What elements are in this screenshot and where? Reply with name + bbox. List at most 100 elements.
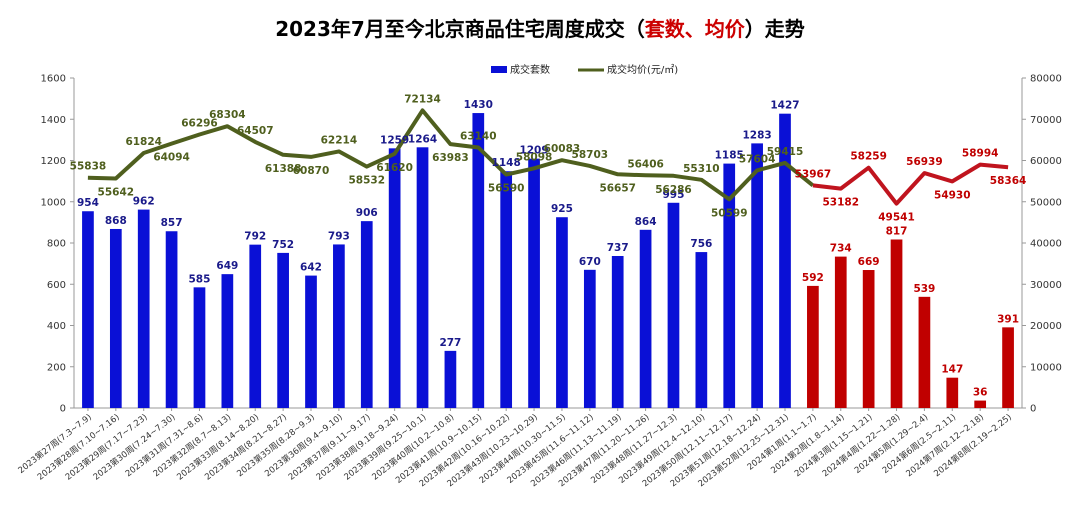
bar-data-label: 868 — [105, 215, 127, 227]
bar-data-label: 1427 — [770, 100, 799, 112]
bar-data-label: 1148 — [492, 157, 521, 169]
price-data-label: 66296 — [181, 118, 218, 130]
y-left-tick-label: 400 — [47, 321, 66, 332]
bar-data-label: 592 — [802, 272, 824, 284]
bar-data-label: 793 — [328, 230, 350, 242]
price-data-label: 55310 — [683, 163, 720, 175]
price-data-label: 56939 — [906, 156, 943, 168]
y-right-tick-label: 60000 — [1030, 156, 1062, 167]
data-labels: 954 868 962 857 585 649 792 752 642 793 906 1259126… — [70, 93, 1027, 398]
bar — [528, 158, 540, 408]
y-left-tick-label: 200 — [47, 362, 66, 373]
bar-data-label: 864 — [635, 216, 657, 228]
price-data-label: 56406 — [627, 158, 664, 170]
bar-data-label: 792 — [244, 231, 266, 243]
bar-data-label: 1185 — [715, 150, 744, 162]
price-data-label: 55642 — [98, 186, 135, 198]
axes: 0 200 400 600 800 1000 1200 1400 1600 0 10000 20000… — [16, 74, 1062, 490]
legend: 成交套数 成交均价(元/㎡) — [491, 63, 678, 76]
bar — [221, 274, 234, 408]
price-data-label: 64094 — [153, 152, 190, 164]
bar — [862, 270, 875, 408]
bar-data-label: 391 — [997, 313, 1019, 325]
price-data-label: 58364 — [990, 175, 1027, 187]
price-data-label: 54930 — [934, 189, 971, 201]
legend-bar-swatch — [491, 66, 507, 73]
bar-data-label: 737 — [607, 242, 629, 254]
y-right-tick-label: 50000 — [1030, 197, 1062, 208]
bar-data-label: 906 — [356, 207, 378, 219]
legend-bar-label: 成交套数 — [510, 63, 550, 76]
y-right-tick-label: 0 — [1030, 404, 1036, 415]
bar — [137, 209, 150, 408]
bar — [639, 229, 652, 408]
y-left-tick-label: 1000 — [41, 197, 66, 208]
price-data-label: 61824 — [125, 136, 162, 148]
bar — [1002, 327, 1014, 408]
y-right-tick-label: 70000 — [1030, 115, 1062, 126]
y-left-tick-label: 1200 — [41, 156, 66, 167]
bar — [82, 211, 94, 408]
price-data-label: 57604 — [739, 153, 776, 165]
bar — [277, 252, 289, 408]
bar-data-label: 642 — [300, 262, 322, 274]
price-data-label: 61620 — [376, 162, 413, 174]
bar-data-label: 752 — [272, 239, 294, 251]
bar-data-label: 669 — [858, 256, 880, 268]
price-data-label: 63983 — [432, 152, 469, 164]
y-left-tick-label: 1600 — [41, 74, 66, 85]
bar — [723, 163, 736, 408]
price-data-label: 63140 — [460, 131, 497, 143]
bar — [305, 275, 317, 408]
bar-data-label: 539 — [913, 283, 935, 295]
y-left-tick-label: 600 — [47, 280, 66, 291]
bar-data-label: 756 — [690, 238, 712, 250]
bar-data-label: 670 — [579, 256, 601, 268]
bar — [890, 239, 903, 408]
bar-data-label: 1264 — [408, 133, 437, 145]
bar-data-label: 817 — [886, 225, 908, 237]
bar-data-label: 1430 — [464, 99, 493, 111]
y-right-tick-label: 20000 — [1030, 321, 1062, 332]
price-data-label: 72134 — [404, 93, 441, 105]
price-data-label: 56657 — [599, 182, 636, 194]
price-line-2023 — [87, 108, 815, 202]
bar — [444, 350, 457, 408]
bar-data-label: 36 — [973, 387, 988, 399]
price-line-2024 — [812, 162, 1009, 206]
price-data-label: 68304 — [209, 109, 246, 121]
price-data-label: 49541 — [878, 212, 915, 224]
price-data-label: 61388 — [265, 163, 302, 175]
bar-data-label: 995 — [663, 189, 685, 201]
price-data-label: 59415 — [767, 146, 804, 158]
y-right-tick-label: 10000 — [1030, 362, 1062, 373]
price-data-label: 58098 — [516, 151, 553, 163]
y-right-tick-label: 40000 — [1030, 239, 1062, 250]
price-data-label: 60083 — [544, 143, 581, 155]
bar — [109, 228, 122, 408]
bar-data-label: 954 — [77, 197, 99, 209]
price-data-label: 58703 — [572, 149, 609, 161]
bar-data-label: 585 — [189, 273, 211, 285]
price-data-label: 58259 — [850, 151, 887, 163]
y-right-tick-label: 30000 — [1030, 280, 1062, 291]
price-data-label: 62214 — [321, 134, 358, 146]
y-left-tick-label: 0 — [60, 404, 66, 415]
bar — [807, 285, 819, 408]
price-data-label: 53967 — [795, 168, 832, 180]
price-data-label: 60870 — [293, 165, 330, 177]
chart-title-part2: ）走势 — [745, 17, 805, 41]
bar — [974, 400, 987, 408]
price-data-label: 56286 — [655, 184, 692, 196]
bar — [193, 287, 206, 408]
bar-data-label: 734 — [830, 243, 852, 255]
y-left-tick-label: 1400 — [41, 115, 66, 126]
chart-title-part1: 2023年7月至今北京商品住宅周度成交（ — [275, 17, 645, 41]
price-data-label: 55838 — [70, 161, 107, 173]
price-data-label: 53182 — [822, 197, 859, 209]
bar — [611, 255, 624, 408]
bar-data-label: 1259 — [380, 134, 409, 146]
bar-data-label: 1283 — [743, 129, 772, 141]
bar — [500, 171, 513, 408]
bar — [165, 231, 178, 408]
